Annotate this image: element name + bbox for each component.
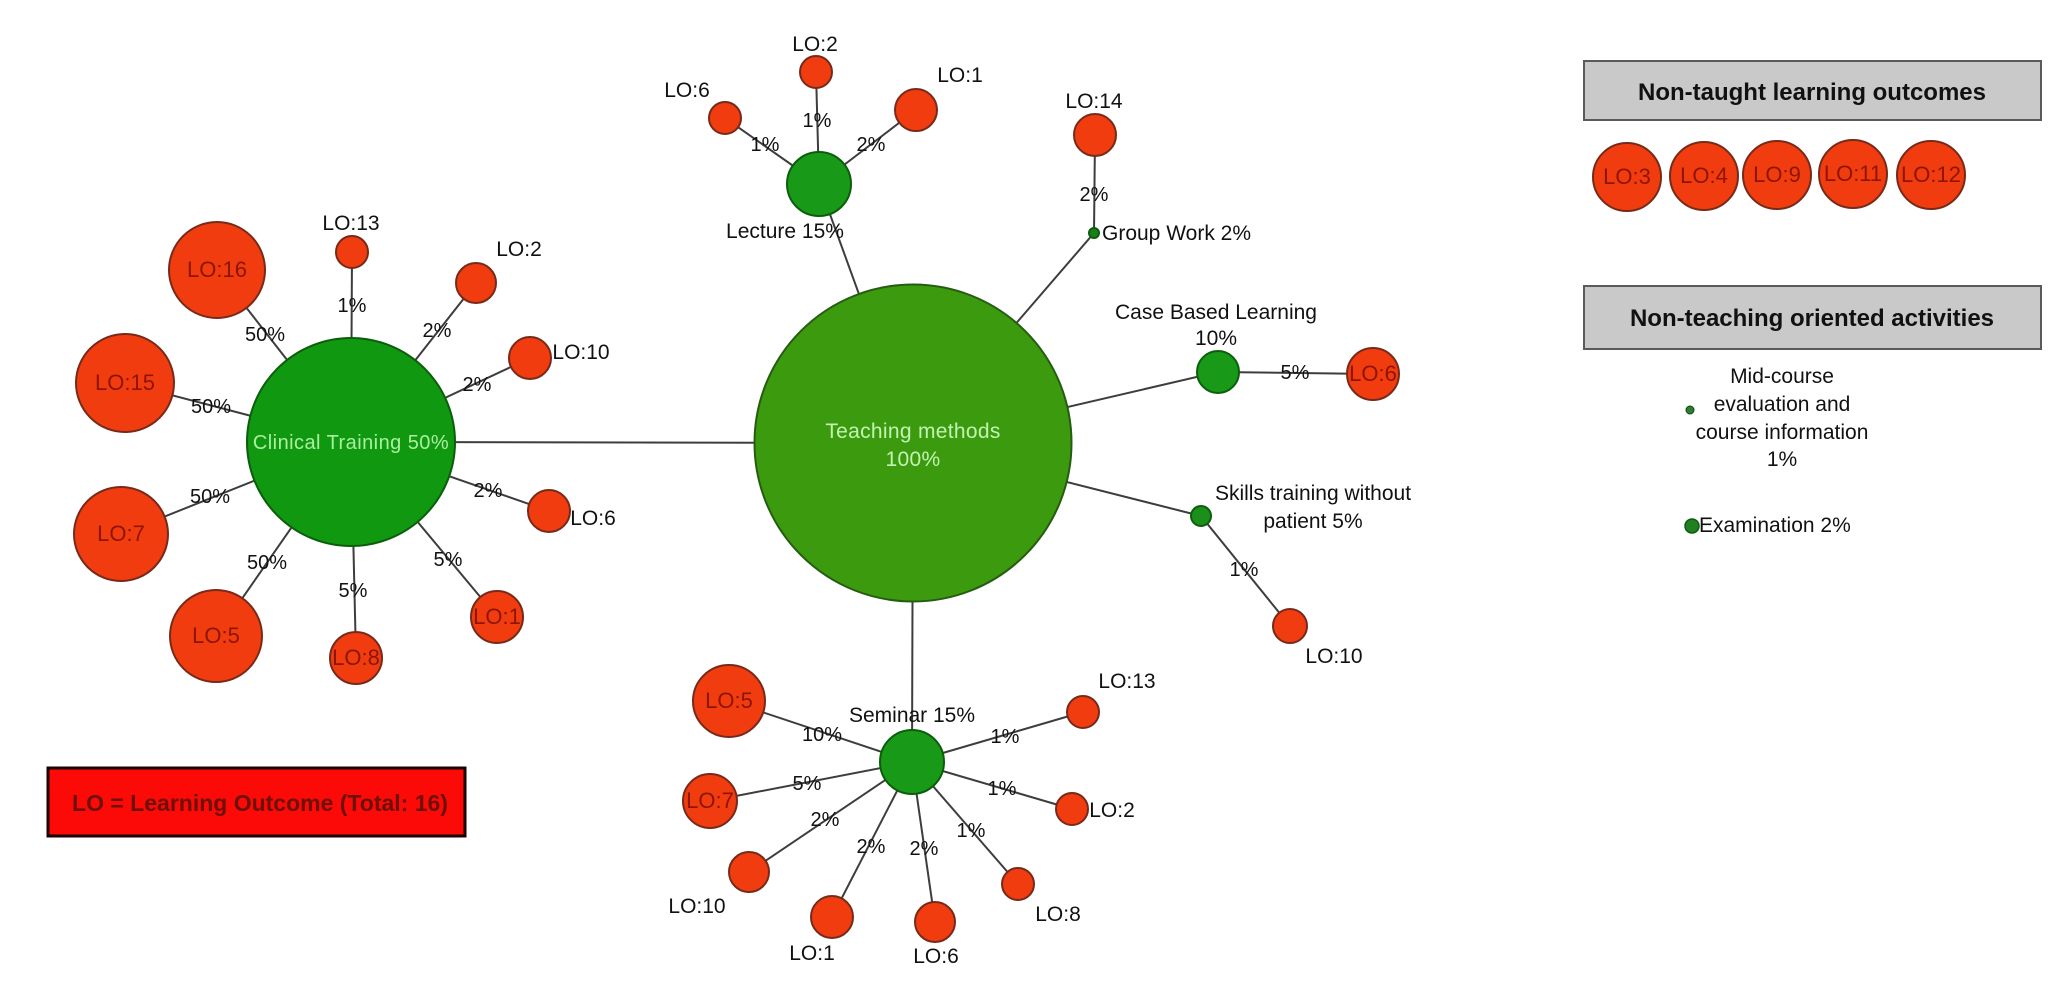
svg-text:Group Work 2%: Group Work 2%	[1102, 222, 1251, 245]
svg-text:LO:16: LO:16	[187, 257, 247, 282]
svg-text:LO:7: LO:7	[97, 521, 145, 546]
svg-text:50%: 50%	[245, 324, 285, 346]
svg-text:1%: 1%	[957, 820, 986, 842]
svg-text:LO:13: LO:13	[1098, 670, 1155, 693]
svg-text:Teaching methods: Teaching methods	[825, 420, 1000, 443]
svg-text:LO:5: LO:5	[192, 623, 240, 648]
svg-text:LO:8: LO:8	[1035, 903, 1081, 926]
svg-text:2%: 2%	[1080, 184, 1109, 206]
svg-text:LO:2: LO:2	[1089, 799, 1135, 822]
svg-text:5%: 5%	[793, 773, 822, 795]
svg-text:2%: 2%	[811, 809, 840, 831]
svg-text:LO:14: LO:14	[1065, 90, 1123, 113]
svg-text:Case Based Learning: Case Based Learning	[1115, 301, 1317, 324]
svg-text:1%: 1%	[991, 726, 1020, 748]
svg-text:LO:6: LO:6	[1349, 361, 1397, 386]
svg-text:1%: 1%	[1767, 448, 1797, 471]
svg-text:Skills training without: Skills training without	[1215, 482, 1411, 505]
svg-text:LO:11: LO:11	[1824, 161, 1882, 186]
svg-text:LO:7: LO:7	[686, 788, 734, 813]
svg-text:LO:13: LO:13	[322, 212, 379, 235]
svg-text:100%: 100%	[886, 448, 941, 471]
svg-text:2%: 2%	[423, 320, 452, 342]
svg-text:Non-teaching oriented activiti: Non-teaching oriented activities	[1630, 305, 1994, 332]
svg-text:5%: 5%	[1281, 362, 1310, 384]
svg-text:LO:10: LO:10	[668, 895, 725, 918]
svg-text:1%: 1%	[751, 134, 780, 156]
svg-text:50%: 50%	[191, 396, 231, 418]
svg-text:Mid-course: Mid-course	[1730, 365, 1834, 388]
svg-text:LO:1: LO:1	[937, 64, 983, 87]
svg-text:2%: 2%	[474, 480, 503, 502]
svg-text:Seminar 15%: Seminar 15%	[849, 704, 975, 727]
svg-text:LO:3: LO:3	[1603, 164, 1651, 189]
svg-text:LO:6: LO:6	[570, 507, 616, 530]
svg-text:1%: 1%	[338, 295, 367, 317]
svg-text:LO:2: LO:2	[792, 33, 838, 56]
svg-text:Examination 2%: Examination 2%	[1699, 514, 1851, 537]
svg-text:LO:10: LO:10	[1305, 645, 1362, 668]
svg-text:1%: 1%	[988, 778, 1017, 800]
svg-text:LO:15: LO:15	[95, 370, 155, 395]
svg-text:Clinical Training 50%: Clinical Training 50%	[253, 432, 449, 454]
svg-text:LO:12: LO:12	[1901, 162, 1961, 187]
svg-text:1%: 1%	[803, 110, 832, 132]
svg-text:LO:1: LO:1	[789, 942, 835, 965]
svg-text:LO:9: LO:9	[1753, 162, 1801, 187]
svg-text:patient 5%: patient 5%	[1263, 510, 1362, 533]
svg-text:2%: 2%	[463, 374, 492, 396]
svg-text:LO:5: LO:5	[705, 688, 753, 713]
svg-text:5%: 5%	[339, 580, 368, 602]
svg-text:LO = Learning Outcome (Total:: LO = Learning Outcome (Total: 16)	[72, 790, 448, 816]
svg-text:course information: course information	[1696, 421, 1869, 444]
svg-text:10%: 10%	[1195, 327, 1237, 350]
svg-text:LO:10: LO:10	[552, 341, 609, 364]
svg-text:2%: 2%	[910, 838, 939, 860]
svg-text:LO:6: LO:6	[913, 945, 959, 968]
svg-text:Lecture 15%: Lecture 15%	[726, 220, 844, 243]
svg-text:1%: 1%	[1230, 559, 1259, 581]
svg-text:evaluation and: evaluation and	[1714, 393, 1851, 416]
svg-text:LO:6: LO:6	[664, 79, 710, 102]
svg-text:LO:1: LO:1	[473, 604, 521, 629]
svg-text:2%: 2%	[857, 836, 886, 858]
svg-text:5%: 5%	[434, 549, 463, 571]
svg-text:Non-taught learning outcomes: Non-taught learning outcomes	[1638, 79, 1986, 106]
svg-text:2%: 2%	[857, 134, 886, 156]
svg-text:50%: 50%	[190, 486, 230, 508]
svg-text:LO:8: LO:8	[332, 645, 380, 670]
svg-text:50%: 50%	[247, 552, 287, 574]
svg-text:LO:4: LO:4	[1680, 163, 1728, 188]
svg-text:LO:2: LO:2	[496, 238, 542, 261]
svg-text:10%: 10%	[802, 724, 842, 746]
